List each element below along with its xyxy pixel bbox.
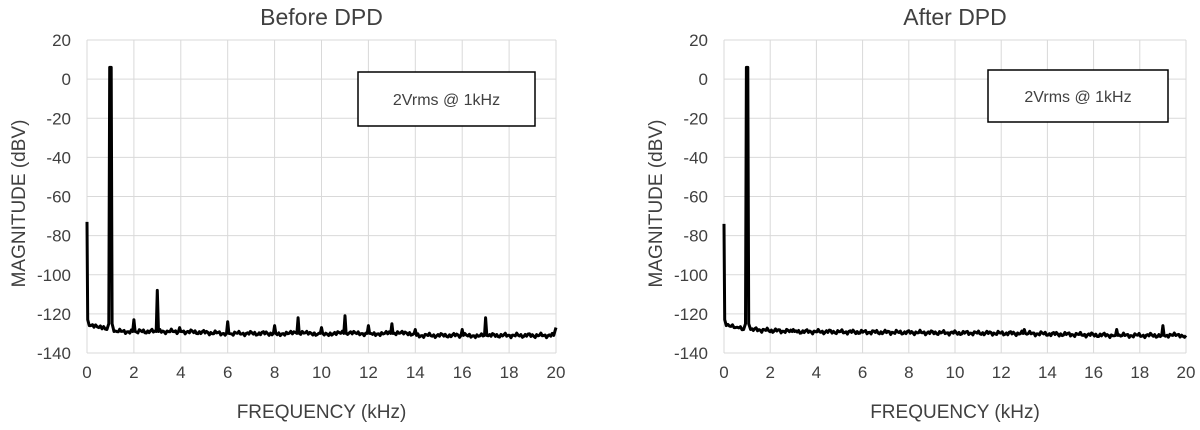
annotation-box xyxy=(357,71,536,127)
x-tick-label: 12 xyxy=(992,363,1011,382)
spectrum-line xyxy=(85,65,558,340)
chart-after-dpd: 0 2 4 6 8 10 12 14 16 18 20 20 0 -20 -40 -60 -80 -100 -120… xyxy=(646,4,1195,423)
x-tick-label: 4 xyxy=(812,363,821,382)
y-tick-label: -120 xyxy=(37,305,71,324)
x-tick-label: 8 xyxy=(904,363,913,382)
x-tick-label: 14 xyxy=(1038,363,1057,382)
x-tick-label: 0 xyxy=(719,363,728,382)
y-tick-label: -120 xyxy=(674,305,708,324)
x-tick-label: 16 xyxy=(1084,363,1103,382)
spectrum-line xyxy=(722,65,1188,340)
chart-title: Before DPD xyxy=(260,4,383,30)
y-tick-label: 0 xyxy=(62,70,71,89)
y-tick-label: -140 xyxy=(674,344,708,363)
y-tick-label: -60 xyxy=(46,188,71,207)
x-tick-label: 20 xyxy=(1177,363,1196,382)
x-tick-label: 14 xyxy=(406,363,425,382)
x-tick-label: 0 xyxy=(82,363,91,382)
annotation-text: 2Vrms @ 1kHz xyxy=(393,92,500,109)
y-tick-label: -140 xyxy=(37,344,71,363)
x-tick-label: 12 xyxy=(359,363,378,382)
y-axis-label: MAGNITUDE (dBV) xyxy=(9,120,30,288)
x-tick-label: 2 xyxy=(765,363,774,382)
y-tick-label: 20 xyxy=(689,31,708,50)
chart-title: After DPD xyxy=(903,4,1007,30)
x-tick-label: 16 xyxy=(453,363,472,382)
y-tick-label: -40 xyxy=(46,148,71,167)
y-tick-label: -60 xyxy=(683,188,708,207)
x-tick-label: 6 xyxy=(858,363,867,382)
x-axis-label: FREQUENCY (kHz) xyxy=(237,402,407,423)
x-axis-label: FREQUENCY (kHz) xyxy=(870,402,1040,423)
y-axis-label: MAGNITUDE (dBV) xyxy=(646,120,667,288)
y-tick-label: -20 xyxy=(683,109,708,128)
y-tick-label: -20 xyxy=(46,109,71,128)
y-tick-label: -100 xyxy=(37,266,71,285)
y-tick-label: -100 xyxy=(674,266,708,285)
y-tick-label: 20 xyxy=(52,31,71,50)
annotation-text: 2Vrms @ 1kHz xyxy=(1024,89,1131,106)
y-tick-label: -80 xyxy=(46,227,71,246)
x-tick-label: 8 xyxy=(270,363,279,382)
y-tick-label: -40 xyxy=(683,148,708,167)
y-tick-label: 0 xyxy=(699,70,708,89)
x-tick-label: 10 xyxy=(312,363,331,382)
y-tick-label: -80 xyxy=(683,227,708,246)
x-tick-label: 2 xyxy=(129,363,138,382)
x-tick-label: 10 xyxy=(946,363,965,382)
x-tick-label: 18 xyxy=(500,363,519,382)
x-tick-label: 4 xyxy=(176,363,185,382)
x-tick-label: 20 xyxy=(547,363,566,382)
x-tick-label: 6 xyxy=(223,363,232,382)
annotation-box xyxy=(987,69,1169,123)
chart-before-dpd: 0 2 4 6 8 10 12 14 16 18 20 20 0 -20 -40 -60 -80 -100 -120… xyxy=(9,4,565,423)
x-tick-label: 18 xyxy=(1130,363,1149,382)
